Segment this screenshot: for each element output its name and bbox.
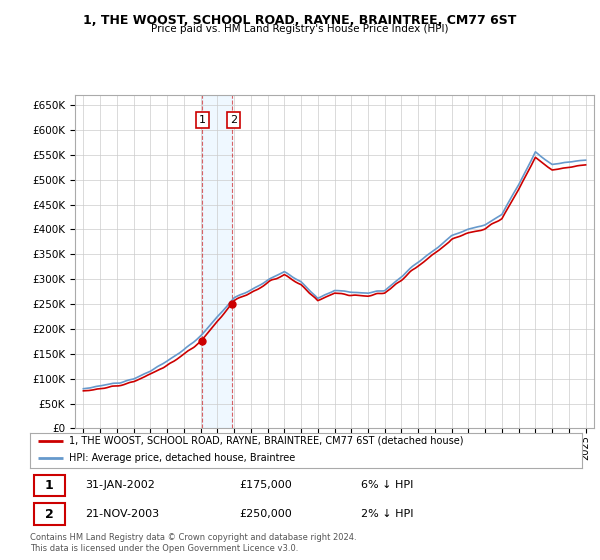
Text: HPI: Average price, detached house, Braintree: HPI: Average price, detached house, Brai… [68,453,295,463]
Text: 1: 1 [199,115,206,125]
Bar [202,95,232,428]
Text: 2: 2 [230,115,237,125]
Text: 2: 2 [45,508,53,521]
Text: Price paid vs. HM Land Registry's House Price Index (HPI): Price paid vs. HM Land Registry's House … [151,24,449,34]
FancyBboxPatch shape [34,503,65,525]
Text: £250,000: £250,000 [240,509,293,519]
FancyBboxPatch shape [34,474,65,496]
Text: Contains HM Land Registry data © Crown copyright and database right 2024.
This d: Contains HM Land Registry data © Crown c… [30,533,356,553]
Text: 31-JAN-2002: 31-JAN-2002 [85,480,155,491]
Text: £175,000: £175,000 [240,480,293,491]
Text: 6% ↓ HPI: 6% ↓ HPI [361,480,413,491]
Text: 21-NOV-2003: 21-NOV-2003 [85,509,160,519]
Text: 1: 1 [45,479,53,492]
Text: 2% ↓ HPI: 2% ↓ HPI [361,509,414,519]
Text: 1, THE WOOST, SCHOOL ROAD, RAYNE, BRAINTREE, CM77 6ST (detached house): 1, THE WOOST, SCHOOL ROAD, RAYNE, BRAINT… [68,436,463,446]
Text: 1, THE WOOST, SCHOOL ROAD, RAYNE, BRAINTREE, CM77 6ST: 1, THE WOOST, SCHOOL ROAD, RAYNE, BRAINT… [83,14,517,27]
